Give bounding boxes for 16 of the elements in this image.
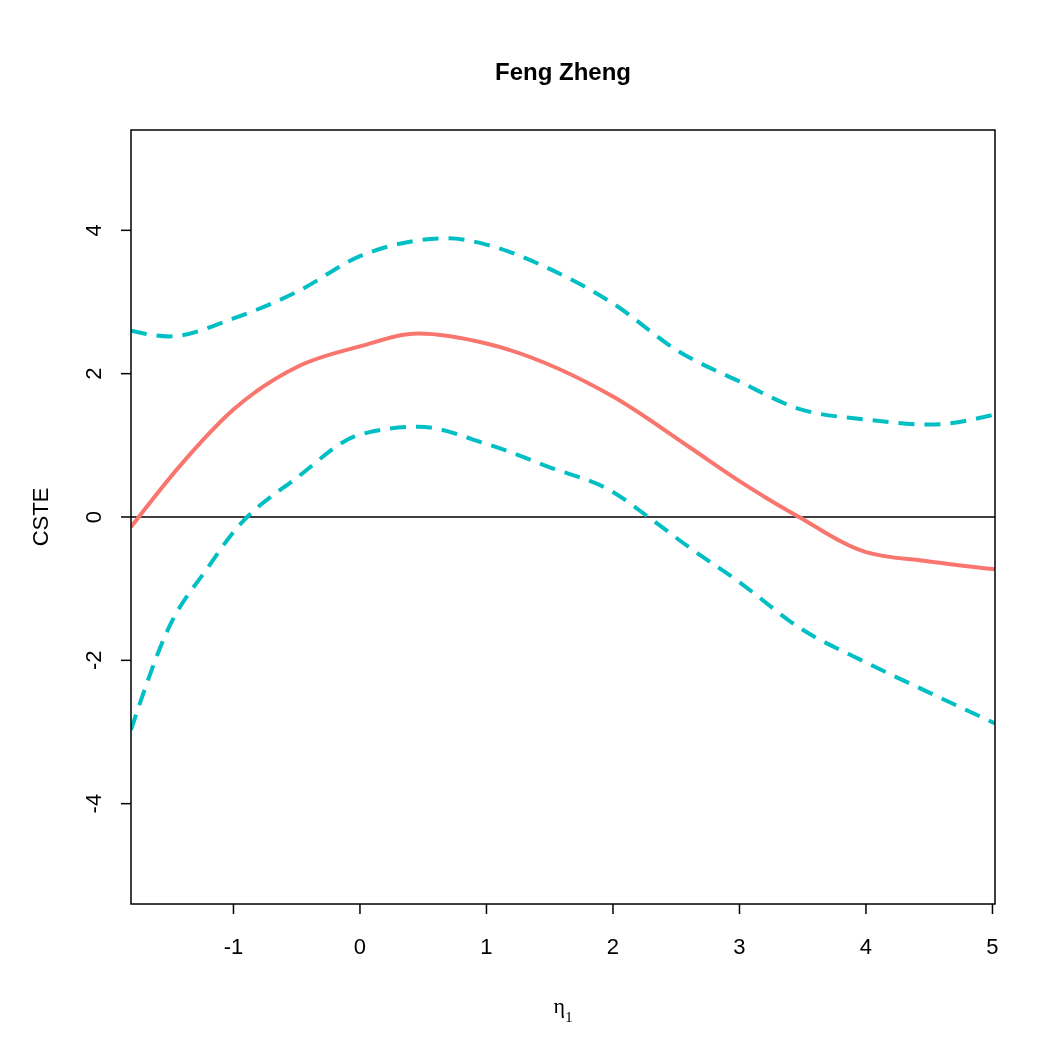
x-tick-label: 2 [606,934,620,959]
x-tick-label: 0 [353,934,367,959]
x-tick-label: 5 [986,934,999,959]
x-axis-title: η$_{1}$ [553,993,573,1025]
y-tick-label: -2 [81,650,106,671]
line-series [131,236,995,427]
y-tick-label: 4 [81,224,106,237]
y-tick-label: 2 [81,367,106,380]
chart-title: Feng Zheng [495,58,631,85]
y-axis-title: CSTE [28,487,53,547]
x-tick-label: -1 [223,934,244,959]
y-tick-label: -4 [81,793,106,814]
x-tick-label: 3 [733,934,746,959]
x-tick-label: 1 [480,934,493,959]
y-tick-label: 0 [81,510,106,524]
x-tick-label: 4 [859,934,873,959]
